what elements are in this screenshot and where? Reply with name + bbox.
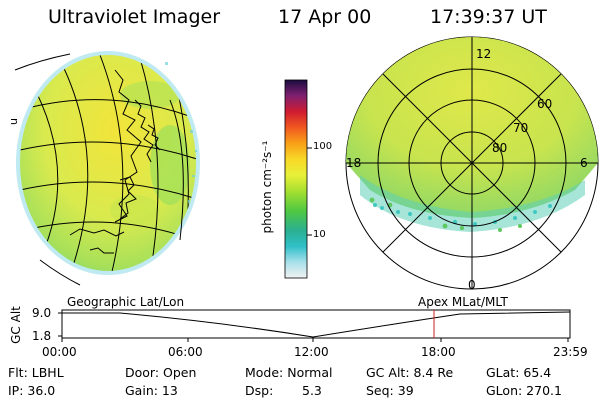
lat-label-60: 60 xyxy=(537,97,553,111)
info-dsp-label: Dsp: xyxy=(245,383,274,398)
colorbar-tick-10: 10 xyxy=(313,229,326,240)
timeline-xtick-2359: 23:59 xyxy=(553,345,588,359)
mlt-label-6: 6 xyxy=(580,156,588,170)
timeline-xtick-1200: 12:00 xyxy=(294,345,329,359)
colorbar xyxy=(284,79,312,279)
time-label: 17:39:37 UT xyxy=(430,6,547,28)
timeline-ytick-1_8: 1.8 xyxy=(32,329,52,343)
info-door: Door: Open xyxy=(125,365,197,380)
timeline-ytick-9: 9.0 xyxy=(32,306,52,320)
info-dsp-value: 5.3 xyxy=(302,383,322,398)
lat-label-80: 80 xyxy=(492,141,508,155)
mlt-label-18: 18 xyxy=(346,156,362,170)
colorbar-tick-100: 100 xyxy=(313,141,333,152)
info-gc-alt: GC Alt: 8.4 Re xyxy=(366,365,454,380)
info-mode: Mode: Normal xyxy=(245,365,333,380)
mlt-label-12: 12 xyxy=(476,47,492,61)
lat-label-70: 70 xyxy=(513,121,529,135)
info-filter: Flt: LBHL xyxy=(8,365,64,380)
timeline-right-title: Apex MLat/MLT xyxy=(418,295,508,309)
timeline-xtick-0000: 00:00 xyxy=(42,345,77,359)
info-seq: Seq: 39 xyxy=(366,383,414,398)
mlt-label-0: 0 xyxy=(468,278,476,292)
timeline-plot xyxy=(58,309,571,342)
info-gain: Gain: 13 xyxy=(125,383,178,398)
timeline-xtick-0600: 06:00 xyxy=(168,345,203,359)
timeline-left-title: Geographic Lat/Lon xyxy=(67,295,185,309)
info-ip: IP: 36.0 xyxy=(8,383,56,398)
timeline-yaxis-label: GC Alt xyxy=(8,306,23,344)
svg-text:u: u xyxy=(7,118,20,125)
colorbar-label: photon cm⁻²s⁻¹ xyxy=(260,140,274,234)
instrument-title: Ultraviolet Imager xyxy=(48,6,221,28)
timeline-xtick-1800: 18:00 xyxy=(421,345,456,359)
info-glon: GLon: 270.1 xyxy=(486,383,562,398)
earth-disk-image: u xyxy=(7,51,200,286)
info-glat: GLat: 65.4 xyxy=(486,365,552,380)
polar-plot xyxy=(345,36,599,290)
date-label: 17 Apr 00 xyxy=(278,6,372,28)
